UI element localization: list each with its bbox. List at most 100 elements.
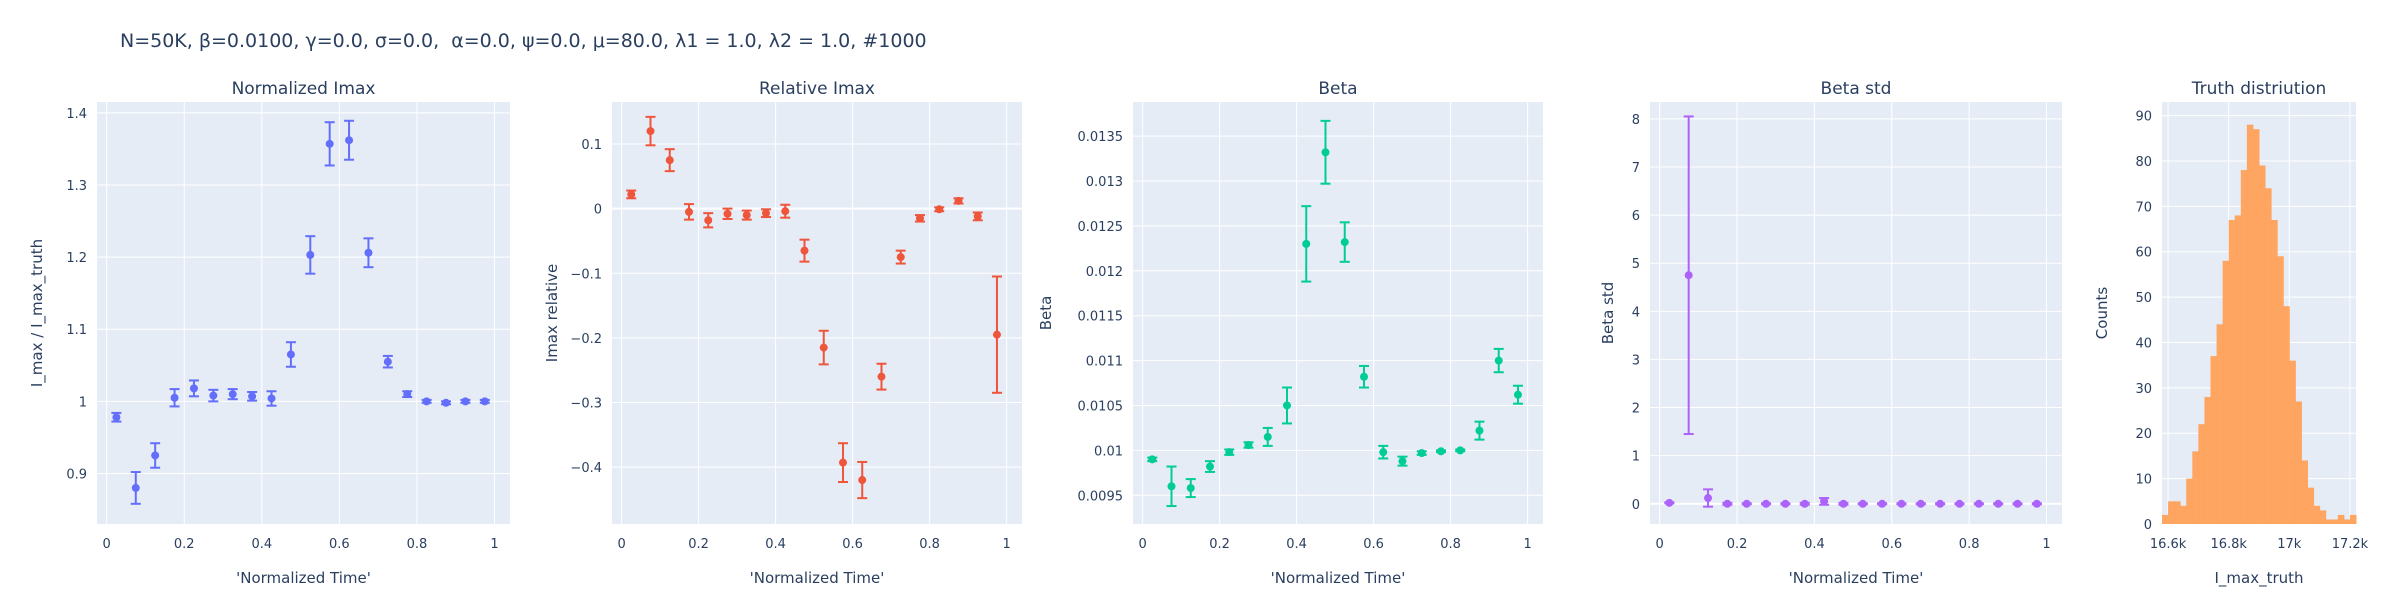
data-point xyxy=(248,392,257,401)
histogram-bar xyxy=(2174,501,2181,524)
data-point xyxy=(1820,497,1829,506)
subplot-title: Relative Imax xyxy=(759,79,875,99)
histogram-bar xyxy=(2301,460,2308,524)
data-point xyxy=(1359,372,1368,381)
data-point xyxy=(761,209,770,218)
histogram-bar xyxy=(2307,487,2315,524)
histogram-bar xyxy=(2252,129,2260,524)
y-axis-label: Beta xyxy=(1037,296,1055,331)
data-point xyxy=(306,250,315,259)
subplot-3: 0 0.2 0.4 0.6 0.8 1 0.0095 0.01 0.0105 0.011 0.011… xyxy=(1037,79,1543,587)
y-tick-label: 1.4 xyxy=(66,107,87,122)
y-tick-label: 1 xyxy=(79,395,87,410)
histogram-bar xyxy=(2265,188,2272,524)
x-axis-label: 'Normalized Time' xyxy=(750,569,885,587)
data-point xyxy=(1282,401,1291,410)
y-tick-label: 0 xyxy=(1632,498,1640,513)
subplot-4: 0 0.2 0.4 0.6 0.8 1 0 1 2 3 4 5 6 7 8 Beta std 'Normaliz… xyxy=(1599,79,2062,587)
y-tick-label: 0.011 xyxy=(1086,355,1123,370)
x-axis-label: I_max_truth xyxy=(2214,569,2303,588)
data-point xyxy=(800,246,809,255)
data-point xyxy=(1858,499,1867,508)
x-tick-label: 1 xyxy=(1523,537,1531,552)
plot-area xyxy=(97,102,510,524)
histogram-bar xyxy=(2271,219,2278,524)
data-point xyxy=(704,216,713,225)
x-tick-label: 17k xyxy=(2277,537,2302,552)
y-tick-label: 0.1 xyxy=(581,138,602,153)
histogram-bar xyxy=(2180,505,2187,524)
subplot-5: 16.6k 16.8k 17k 17.2k 0 10 20 30 40 50 60 70 80 90 Tru… xyxy=(2093,79,2369,588)
data-point xyxy=(442,398,451,407)
data-point xyxy=(422,397,431,406)
data-point xyxy=(896,253,905,262)
data-point xyxy=(345,136,354,145)
y-tick-label: 8 xyxy=(1632,113,1640,128)
x-tick-label: 1 xyxy=(490,537,498,552)
y-axis-label: Beta std xyxy=(1599,282,1617,345)
x-tick-label: 0.6 xyxy=(329,537,350,552)
x-tick-label: 0 xyxy=(103,537,111,552)
subplot-title: Truth distriution xyxy=(2191,79,2327,99)
y-tick-label: 90 xyxy=(2135,110,2152,125)
data-point xyxy=(1800,499,1809,508)
data-point xyxy=(480,397,489,406)
subplot-title: Beta std xyxy=(1821,79,1892,99)
data-point xyxy=(1186,484,1195,493)
x-axis-label: 'Normalized Time' xyxy=(236,569,371,587)
x-tick-label: 0.2 xyxy=(688,537,709,552)
data-point xyxy=(170,393,179,402)
y-tick-label: 2 xyxy=(1632,402,1640,417)
y-tick-label: 50 xyxy=(2135,291,2152,306)
y-tick-label: 40 xyxy=(2135,336,2152,351)
y-tick-label: 0.012 xyxy=(1086,265,1123,280)
x-tick-label: 0.4 xyxy=(1286,537,1307,552)
data-point xyxy=(723,209,732,218)
data-point xyxy=(364,248,373,257)
plot-area xyxy=(612,102,1022,524)
data-point xyxy=(627,190,636,199)
histogram-bar xyxy=(2283,306,2290,524)
y-tick-label: 0.0135 xyxy=(1078,130,1124,145)
data-point xyxy=(1974,499,1983,508)
data-point xyxy=(1475,426,1484,435)
y-tick-label: 0 xyxy=(2144,518,2152,533)
histogram-bar xyxy=(2349,514,2357,524)
y-tick-label: 0.0105 xyxy=(1078,399,1124,414)
y-tick-label: −0.3 xyxy=(570,397,602,412)
y-tick-label: 0.0115 xyxy=(1078,310,1124,325)
data-point xyxy=(1225,448,1234,457)
data-point xyxy=(858,476,867,485)
x-tick-label: 0.8 xyxy=(919,537,940,552)
histogram-bar xyxy=(2168,501,2175,524)
y-tick-label: −0.1 xyxy=(570,267,602,282)
data-point xyxy=(1244,440,1253,449)
data-point xyxy=(1994,499,2003,508)
histogram-bar xyxy=(2319,510,2327,524)
histogram-bar xyxy=(2240,170,2248,524)
data-point xyxy=(992,330,1001,339)
y-tick-label: 7 xyxy=(1632,161,1640,176)
data-point xyxy=(209,391,218,400)
data-point xyxy=(267,394,276,403)
data-point xyxy=(1417,449,1426,458)
x-tick-label: 0.8 xyxy=(1959,537,1980,552)
y-tick-label: 80 xyxy=(2135,155,2152,170)
x-tick-label: 0.4 xyxy=(251,537,272,552)
data-point xyxy=(1302,239,1311,248)
histogram-bar xyxy=(2162,514,2169,524)
y-tick-label: −0.4 xyxy=(570,461,602,476)
data-point xyxy=(954,196,963,205)
data-point xyxy=(1839,499,1848,508)
data-point xyxy=(1704,494,1713,503)
data-point xyxy=(1263,432,1272,441)
figure-suptitle: N=50K, β=0.0100, γ=0.0, σ=0.0, α=0.0, ψ=… xyxy=(120,30,927,52)
x-tick-label: 0.6 xyxy=(842,537,863,552)
data-point xyxy=(1762,499,1771,508)
histogram-bar xyxy=(2192,451,2199,524)
x-tick-label: 0 xyxy=(1138,537,1146,552)
data-point xyxy=(684,207,693,216)
data-point xyxy=(461,397,470,406)
histogram-bar xyxy=(2234,215,2242,524)
data-point xyxy=(325,139,334,148)
